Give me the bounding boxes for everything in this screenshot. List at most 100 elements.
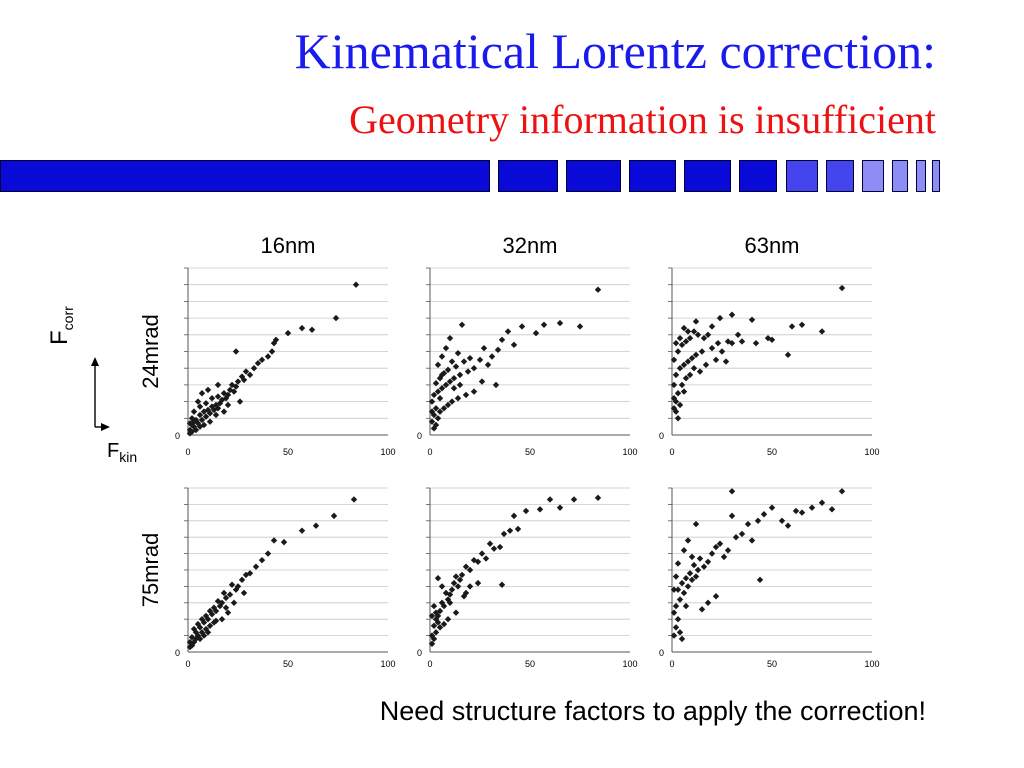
data-point	[680, 547, 688, 554]
slide-subtitle: Geometry information is insufficient	[349, 97, 936, 142]
data-point	[724, 547, 732, 554]
data-point	[510, 512, 518, 520]
data-point	[728, 512, 736, 520]
data-point	[228, 381, 236, 389]
data-point	[442, 344, 450, 352]
data-point	[546, 496, 554, 503]
data-point	[690, 561, 698, 569]
data-point	[678, 341, 686, 349]
data-point	[236, 398, 244, 405]
data-point	[510, 341, 518, 349]
data-point	[210, 604, 218, 611]
data-point	[682, 602, 690, 610]
data-point	[518, 323, 526, 330]
data-point	[220, 408, 228, 415]
data-point	[332, 314, 340, 322]
data-point	[436, 395, 444, 402]
data-point	[464, 368, 472, 375]
x-tick-label: 0	[427, 447, 432, 457]
data-point	[672, 371, 680, 379]
data-point	[206, 410, 214, 417]
data-point	[186, 426, 194, 434]
data-point	[436, 408, 444, 415]
data-point	[186, 638, 194, 646]
data-point	[232, 586, 240, 593]
data-point	[232, 348, 240, 355]
data-point	[208, 611, 216, 618]
data-point	[186, 643, 194, 651]
data-point	[216, 602, 224, 610]
data-point	[458, 321, 466, 328]
data-point	[428, 640, 436, 647]
data-point	[700, 334, 708, 342]
data-point	[452, 609, 460, 616]
x-tick-label: 0	[427, 659, 432, 669]
data-point	[196, 635, 204, 643]
data-point	[254, 359, 262, 367]
data-point	[738, 338, 746, 345]
data-point	[470, 365, 478, 372]
data-point	[202, 612, 210, 620]
data-point	[230, 599, 238, 606]
data-point	[190, 418, 198, 425]
data-point	[246, 371, 254, 379]
data-point	[514, 525, 522, 533]
decorative-block-bar	[0, 160, 944, 194]
data-point	[198, 616, 206, 623]
data-point	[670, 381, 678, 389]
data-point	[210, 406, 218, 414]
data-point	[186, 430, 194, 437]
data-point	[218, 616, 226, 623]
data-point	[798, 509, 806, 516]
data-point	[252, 563, 260, 570]
data-point	[444, 366, 452, 374]
data-point	[680, 388, 688, 395]
data-point	[712, 593, 720, 600]
data-point	[708, 323, 716, 330]
data-point	[474, 579, 482, 587]
data-point	[756, 576, 764, 584]
data-point	[436, 624, 444, 631]
data-point	[672, 602, 680, 610]
data-point	[482, 555, 490, 562]
y-tick-label: 0	[175, 648, 180, 658]
data-point	[478, 550, 486, 557]
data-point	[682, 375, 690, 382]
data-point	[196, 423, 204, 430]
data-point	[196, 403, 204, 410]
data-point	[728, 488, 736, 495]
data-point	[734, 331, 742, 338]
data-point	[234, 378, 242, 385]
x-tick-label: 0	[185, 659, 190, 669]
x-axis-legend-subscript: kin	[119, 449, 138, 465]
data-point	[462, 391, 470, 399]
data-point	[210, 619, 218, 626]
data-point	[684, 358, 692, 365]
decorative-block	[566, 160, 621, 192]
data-point	[698, 606, 706, 613]
x-tick-label: 50	[283, 447, 293, 457]
decorative-block	[932, 160, 940, 192]
data-point	[448, 398, 456, 405]
data-point	[242, 368, 250, 375]
x-tick-label: 50	[767, 447, 777, 457]
data-point	[224, 401, 232, 409]
data-point	[434, 415, 442, 422]
data-point	[450, 579, 458, 587]
data-point	[828, 506, 836, 513]
data-point	[838, 284, 846, 292]
data-point	[684, 537, 692, 544]
row-header: 75mrad	[138, 533, 163, 608]
data-point	[198, 629, 206, 636]
data-point	[190, 625, 198, 633]
data-point	[494, 346, 502, 354]
y-tick-label: 0	[417, 431, 422, 441]
data-point	[692, 351, 700, 359]
data-point	[432, 380, 440, 387]
data-point	[732, 534, 740, 541]
data-point	[792, 507, 800, 515]
decorative-block	[786, 160, 818, 192]
data-point	[688, 354, 696, 362]
data-point	[484, 361, 492, 369]
data-point	[462, 563, 470, 570]
